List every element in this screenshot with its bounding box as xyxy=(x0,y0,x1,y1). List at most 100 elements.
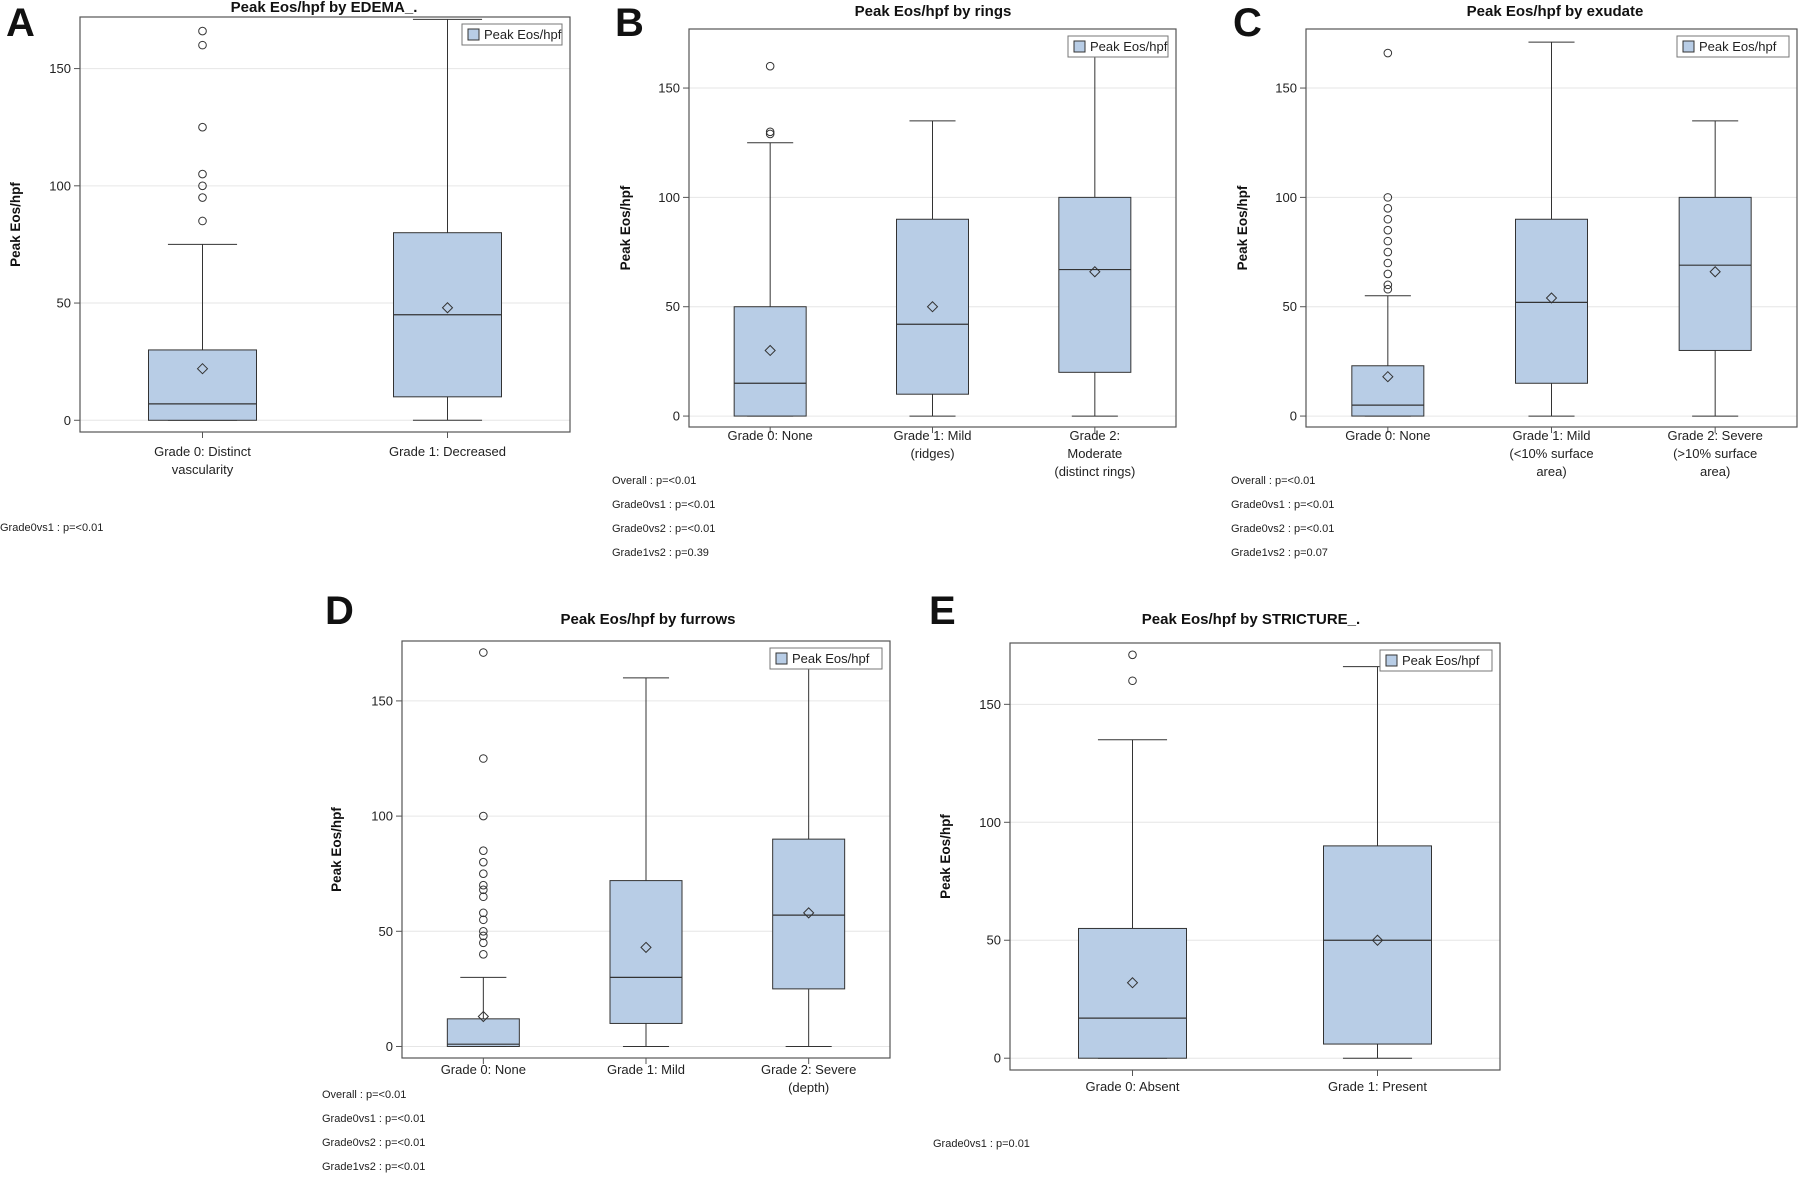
y-axis-label: Peak Eos/hpf xyxy=(329,807,344,892)
p-value-text: Overall : p=<0.01 xyxy=(322,1089,406,1101)
legend-label: Peak Eos/hpf xyxy=(484,27,562,42)
legend-label: Peak Eos/hpf xyxy=(1402,653,1480,668)
legend-box xyxy=(461,23,563,46)
y-tick-label: 100 xyxy=(658,190,680,205)
box-1 xyxy=(446,648,520,1047)
iqr-box xyxy=(1678,196,1752,351)
y-tick-label: 100 xyxy=(979,815,1001,830)
panel-c: C Peak Eos/hpf by exudate 0 50 100 150 Grade 0… xyxy=(1231,1,1798,559)
x-category-label: Grade 0: Absent xyxy=(1086,1079,1180,1094)
mean-marker xyxy=(1545,292,1558,304)
p-value-text: Grade0vs1 : p=0.01 xyxy=(933,1138,1030,1150)
y-tick-label: 150 xyxy=(658,81,680,96)
y-tick-label: 0 xyxy=(673,409,680,424)
outlier-point xyxy=(479,950,488,959)
legend-box xyxy=(1067,35,1169,58)
y-tick-label: 50 xyxy=(1283,299,1297,314)
iqr-box xyxy=(896,218,969,395)
x-category-label: Grade 0: None xyxy=(728,428,813,443)
x-category-label: Grade 1: Decreased xyxy=(389,444,506,459)
outlier-point xyxy=(1128,650,1137,660)
x-category-label: Grade 1: Mild xyxy=(607,1062,685,1077)
mean-marker xyxy=(926,301,939,313)
y-tick-label: 100 xyxy=(1275,190,1297,205)
legend-swatch xyxy=(1682,40,1695,53)
outlier-point xyxy=(479,926,488,936)
x-category-label: (>10% surface xyxy=(1673,446,1757,461)
outlier-point xyxy=(765,61,775,71)
outlier-point xyxy=(765,129,775,139)
y-axis-label: Peak Eos/hpf xyxy=(938,814,953,899)
outlier-point xyxy=(479,908,488,918)
outlier-point xyxy=(765,127,775,137)
mean-marker xyxy=(196,362,209,375)
legend-swatch xyxy=(775,652,788,665)
x-category-label: (distinct rings) xyxy=(1054,464,1135,479)
outlier-point xyxy=(1383,193,1393,202)
p-value-text: Grade0vs2 : p=<0.01 xyxy=(612,523,715,535)
mean-marker xyxy=(1709,266,1721,278)
box-1 xyxy=(733,61,807,417)
mean-marker xyxy=(764,344,776,357)
chart-title: Peak Eos/hpf by STRICTURE_. xyxy=(1142,611,1360,628)
x-category-label: Grade 1: Mild xyxy=(893,428,971,443)
outlier-point xyxy=(1383,204,1393,213)
x-category-label: (depth) xyxy=(788,1080,829,1095)
y-axis-label: Peak Eos/hpf xyxy=(618,185,633,270)
outlier-point xyxy=(1383,225,1393,235)
outlier-point xyxy=(1383,280,1393,290)
outlier-point xyxy=(1383,247,1393,257)
outlier-point xyxy=(1383,48,1393,58)
panel-d: D Peak Eos/hpf by furrows 0 50 100 150 Grade 0… xyxy=(322,589,891,1173)
p-value-text: Grade0vs1 : p=<0.01 xyxy=(612,499,715,511)
outlier-point xyxy=(1383,236,1393,246)
box-2 xyxy=(896,120,969,417)
x-category-label: Grade 2: xyxy=(1070,428,1121,443)
x-category-label: Grade 1: Mild xyxy=(1512,428,1590,443)
legend: Peak Eos/hpf xyxy=(461,23,563,46)
iqr-box xyxy=(1078,927,1187,1059)
y-tick-label: 150 xyxy=(49,61,71,76)
legend-label: Peak Eos/hpf xyxy=(1699,39,1777,54)
box-1 xyxy=(148,26,257,421)
y-axis-label: Peak Eos/hpf xyxy=(1235,185,1250,270)
legend-swatch xyxy=(467,28,480,41)
iqr-box xyxy=(1351,365,1425,417)
legend: Peak Eos/hpf xyxy=(1067,35,1169,58)
p-value-text: Overall : p=<0.01 xyxy=(1231,475,1315,487)
box-2 xyxy=(609,677,683,1047)
legend: Peak Eos/hpf xyxy=(1676,35,1790,58)
outlier-point xyxy=(479,880,488,890)
outlier-point xyxy=(198,40,207,50)
x-category-label: Grade 1: Present xyxy=(1328,1079,1427,1094)
x-category-label: (ridges) xyxy=(910,446,954,461)
iqr-box xyxy=(148,349,257,421)
y-tick-label: 0 xyxy=(994,1051,1001,1066)
iqr-box xyxy=(446,1018,520,1047)
panel-a: A Peak Eos/hpf by EDEMA_. 0 50 100 150 Grade 0… xyxy=(0,0,571,534)
legend: Peak Eos/hpf xyxy=(1379,649,1493,672)
outlier-point xyxy=(198,181,207,191)
p-value-text: Grade0vs1 : p=<0.01 xyxy=(0,522,103,534)
box-1 xyxy=(1351,48,1425,417)
box-3 xyxy=(1678,120,1752,417)
mean-marker xyxy=(477,1010,490,1023)
y-tick-label: 100 xyxy=(371,809,393,824)
mean-marker xyxy=(1371,934,1384,946)
legend-label: Peak Eos/hpf xyxy=(792,651,870,666)
outlier-point xyxy=(479,892,488,902)
x-category-label: Grade 0: Distinct xyxy=(154,444,251,459)
outlier-point xyxy=(479,857,488,867)
outlier-point xyxy=(198,26,207,36)
outlier-point xyxy=(479,648,488,657)
outlier-point xyxy=(1383,214,1393,224)
p-value-text: Grade0vs2 : p=<0.01 xyxy=(322,1137,425,1149)
legend-box xyxy=(1676,35,1790,58)
outlier-point xyxy=(198,193,207,202)
x-category-label: Grade 2: Severe xyxy=(1667,428,1762,443)
chart-title: Peak Eos/hpf by EDEMA_. xyxy=(231,0,418,16)
box-2 xyxy=(1323,666,1432,1059)
box-3 xyxy=(1058,41,1132,417)
p-value-text: Grade0vs1 : p=<0.01 xyxy=(322,1113,425,1125)
